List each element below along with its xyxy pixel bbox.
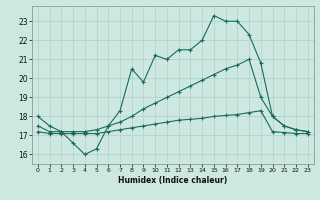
X-axis label: Humidex (Indice chaleur): Humidex (Indice chaleur): [118, 176, 228, 185]
